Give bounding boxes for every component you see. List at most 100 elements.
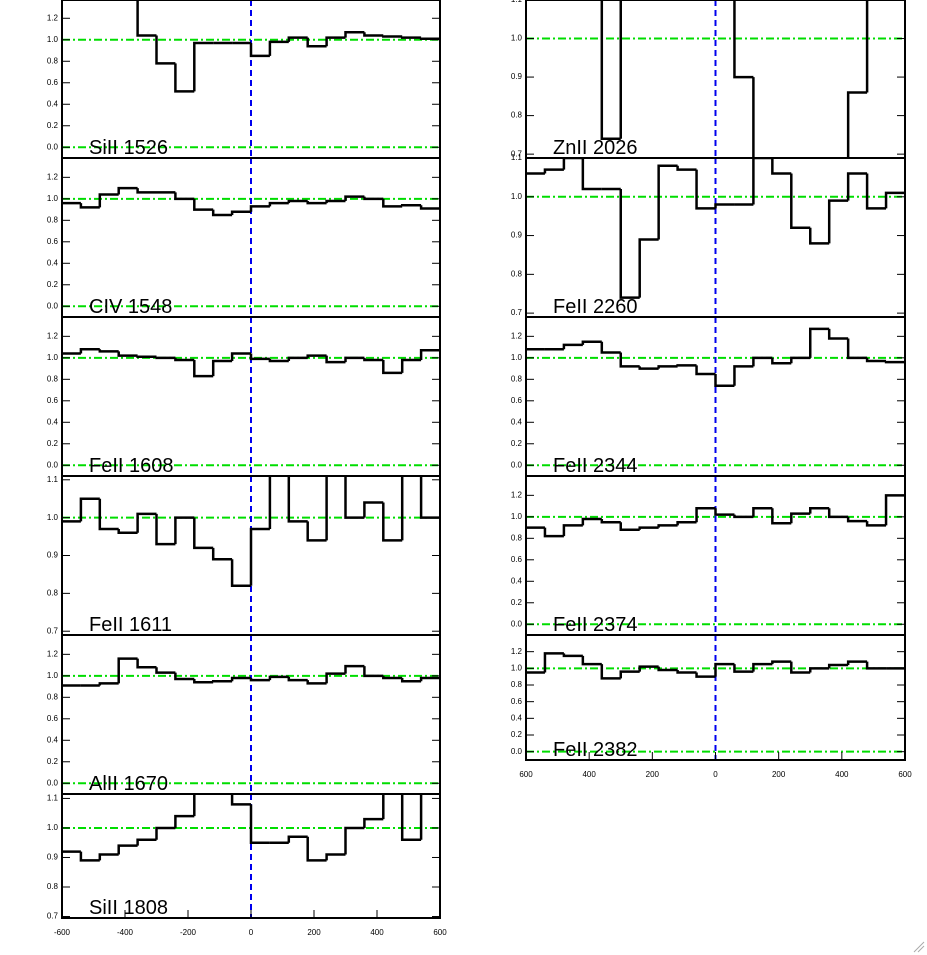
y-tick-label: 0.9: [47, 853, 59, 862]
plot-area: [62, 476, 440, 635]
plot-area: [62, 158, 440, 317]
plot-area: [62, 317, 440, 476]
flux-step: [79, 497, 100, 522]
flux-step: [827, 663, 849, 669]
flux-step: [268, 358, 289, 363]
y-tick-label: 0.6: [47, 714, 59, 723]
flux-step: [809, 327, 830, 358]
flux-step: [306, 37, 327, 48]
flux-step: [865, 173, 887, 210]
flux-step: [136, 355, 157, 358]
x-tick-label: -400: [117, 928, 134, 937]
flux-step: [136, 188, 157, 194]
flux-step: [581, 517, 602, 526]
flux-step: [363, 357, 384, 362]
flux-step: [79, 347, 100, 354]
flux-step: [638, 526, 659, 530]
line-label: CIV 1548: [89, 296, 172, 318]
flux-step: [325, 355, 346, 364]
flux-step: [581, 158, 602, 191]
plot-area: [526, 476, 905, 635]
flux-step: [287, 356, 308, 362]
y-tick-label: 0.4: [511, 576, 523, 585]
y-tick-label: 1.2: [511, 490, 523, 499]
flux-step: [809, 227, 830, 245]
y-tick-label: 1.2: [47, 649, 59, 658]
flux-step: [230, 676, 251, 682]
flux-step: [733, 365, 754, 386]
flux-step: [695, 672, 716, 678]
x-tick-label: 400: [370, 928, 384, 937]
x-tick-label: 400: [835, 770, 849, 779]
x-tick-label: 200: [646, 770, 660, 779]
flux-step: [98, 498, 119, 531]
flux-step: [363, 196, 384, 201]
y-tick-label: 0.8: [47, 56, 59, 65]
panel: 0.0 0.2 0.4 0.6 0.8 1.0 1.2 600 400 200 0 200 400 600…: [511, 634, 912, 779]
flux-step: [790, 661, 811, 674]
flux-step: [363, 666, 384, 678]
x-tick-label: 600: [433, 928, 447, 937]
flux-step: [619, 522, 640, 531]
flux-step: [619, 670, 640, 679]
flux-step: [827, 508, 849, 519]
y-tick-label: 0.6: [511, 555, 523, 564]
y-tick-label: 1.0: [511, 34, 523, 43]
flux-step: [249, 804, 270, 844]
y-tick-label: 0.2: [47, 439, 59, 448]
flux-step: [268, 675, 289, 681]
y-tick-label: 0.8: [511, 533, 523, 542]
flux-step: [98, 682, 119, 686]
flux-step: [657, 524, 678, 528]
panel: 0.0 0.2 0.4 0.6 0.8 1.0 1.2 FeII 2374: [511, 475, 906, 636]
flux-step: [809, 506, 830, 514]
flux-step: [344, 30, 365, 38]
y-tick-label: 1.1: [47, 475, 59, 484]
flux-step: [865, 0, 869, 93]
flux-step: [846, 660, 868, 665]
plot-area: [526, 0, 905, 158]
flux-step: [657, 666, 678, 672]
y-tick-label: 0.8: [511, 269, 523, 278]
flux-step: [117, 844, 138, 855]
flux-step: [287, 676, 308, 682]
flux-step: [400, 36, 422, 39]
panel: 0.7 0.8 0.9 1.0 1.1 FeII 1611: [47, 475, 441, 636]
y-tick-label: 1.0: [511, 512, 523, 521]
flux-step: [230, 352, 251, 362]
flux-step: [287, 36, 308, 42]
flux-step: [562, 653, 583, 658]
y-tick-label: 1.0: [47, 353, 59, 362]
y-tick-label: 0.0: [47, 142, 59, 151]
y-tick-label: 0.4: [47, 735, 59, 744]
flux-step: [287, 476, 308, 523]
flux-step: [676, 670, 697, 674]
y-tick-label: 0.2: [47, 121, 59, 130]
flux-step: [400, 677, 422, 683]
flux-step: [287, 199, 308, 204]
flux-step: [846, 338, 868, 360]
flux-step: [117, 529, 138, 535]
flux-step: [230, 559, 251, 588]
flux-step: [865, 521, 887, 527]
flux-step: [714, 203, 735, 209]
flux-step: [714, 662, 735, 677]
flux-step: [193, 359, 214, 378]
y-tick-label: 0.8: [511, 111, 523, 120]
plot-area: [62, 635, 440, 794]
panel: 0.0 0.2 0.4 0.6 0.8 1.0 1.2 FeII 1608: [47, 316, 441, 477]
flux-step: [581, 655, 602, 666]
y-tick-label: 1.0: [47, 671, 59, 680]
flux-step: [117, 657, 138, 684]
y-tick-label: 0.6: [47, 396, 59, 405]
flux-step: [809, 667, 830, 673]
y-tick-label: 0.8: [47, 882, 59, 891]
y-tick-label: 0.6: [511, 697, 523, 706]
panel: 0.7 0.8 0.9 1.0 1.1 FeII 2260: [511, 153, 906, 318]
flux-step: [657, 164, 678, 240]
flux-step: [211, 547, 233, 561]
y-tick-label: 0.9: [47, 551, 59, 560]
flux-step: [98, 853, 119, 861]
x-tick-label: 400: [582, 770, 596, 779]
flux-step: [306, 521, 327, 542]
